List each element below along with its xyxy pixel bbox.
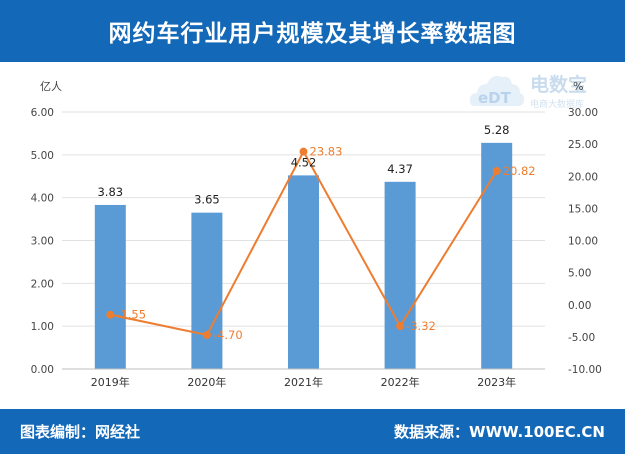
y-left-tick-label: 3.00 bbox=[31, 236, 54, 248]
bar bbox=[191, 212, 223, 369]
footer-credit: 图表编制：网经社 bbox=[20, 423, 141, 441]
line-value-label: 20.82 bbox=[503, 164, 536, 178]
y-left-tick-label: 4.00 bbox=[31, 193, 54, 205]
y-left-tick-label: 2.00 bbox=[31, 278, 54, 290]
bar-value-label: 5.28 bbox=[484, 123, 510, 137]
y-right-tick-label: 20.00 bbox=[568, 171, 598, 183]
x-tick-label: 2021年 bbox=[284, 375, 323, 389]
y-right-tick-label: 0.00 bbox=[568, 300, 591, 312]
bar bbox=[384, 181, 416, 369]
bar-line-chart: 2019年 2020年 2021年 2022年 2023年 0.00 1.00 2.00 3.… bbox=[31, 80, 602, 389]
line-value-label: -1.55 bbox=[116, 308, 146, 322]
cloud-icon bbox=[470, 75, 525, 106]
y-left-tick-label: 5.00 bbox=[31, 150, 54, 162]
x-tick-label: 2019年 bbox=[91, 375, 130, 389]
x-tick-label: 2022年 bbox=[381, 375, 420, 389]
chart-title: 网约车行业用户规模及其增长率数据图 bbox=[108, 21, 517, 47]
y-left-tick-label: 0.00 bbox=[31, 364, 54, 376]
y-right-tick-label: -5.00 bbox=[568, 332, 595, 344]
y-left-tick-label: 6.00 bbox=[31, 107, 54, 119]
bar bbox=[288, 175, 319, 369]
growth-rate-point bbox=[492, 166, 501, 175]
watermark-tagline: 电商大数据库 bbox=[530, 98, 584, 110]
bar bbox=[481, 142, 513, 369]
watermark-brand: 电数宝 bbox=[530, 73, 587, 96]
y-right-tick-label: 25.00 bbox=[568, 139, 598, 151]
growth-rate-point bbox=[202, 330, 211, 339]
y-left-unit: 亿人 bbox=[40, 80, 62, 93]
y-left-tick-label: 1.00 bbox=[31, 321, 54, 333]
y-right-tick-label: 15.00 bbox=[568, 203, 598, 215]
line-value-label: -4.70 bbox=[213, 328, 243, 342]
growth-rate-point bbox=[106, 310, 115, 319]
bar-value-label: 3.83 bbox=[97, 185, 123, 199]
y-right-tick-label: 5.00 bbox=[568, 268, 591, 280]
footer-source: 数据来源：WWW.100EC.CN bbox=[394, 423, 605, 441]
y-right-tick-label: -10.00 bbox=[568, 364, 602, 376]
growth-rate-point bbox=[299, 147, 308, 156]
x-tick-label: 2023年 bbox=[477, 375, 516, 389]
bar-value-label: 4.52 bbox=[291, 155, 317, 169]
y-right-tick-label: 30.00 bbox=[568, 107, 598, 119]
title-banner: 网约车行业用户规模及其增长率数据图 bbox=[0, 0, 625, 62]
y-right-unit: % bbox=[573, 80, 583, 93]
footer-banner: 图表编制：网经社 数据来源：WWW.100EC.CN bbox=[0, 409, 625, 454]
x-tick-label: 2020年 bbox=[187, 375, 226, 389]
growth-rate-point bbox=[396, 322, 405, 331]
watermark-logo: eDT 电数宝 电商大数据库 bbox=[470, 73, 587, 110]
bar-value-label: 3.65 bbox=[194, 193, 220, 207]
watermark-logo-text: eDT bbox=[478, 89, 512, 107]
line-value-label: 23.83 bbox=[310, 145, 343, 159]
line-value-label: -3.32 bbox=[406, 319, 436, 333]
bar-value-label: 4.37 bbox=[387, 162, 413, 176]
bar bbox=[94, 204, 126, 369]
y-right-tick-label: 10.00 bbox=[568, 236, 598, 248]
